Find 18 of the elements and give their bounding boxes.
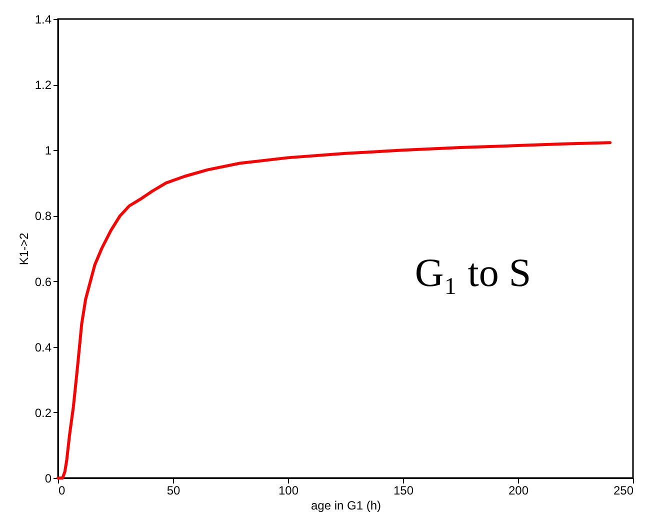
y-tick-label: 0 bbox=[44, 472, 52, 486]
x-tick-label: 50 bbox=[166, 484, 180, 498]
y-tick-label: 1.4 bbox=[34, 12, 52, 26]
x-tick-label: 250 bbox=[613, 484, 634, 498]
y-tick-label: 1.2 bbox=[34, 78, 52, 92]
line-series bbox=[56, 141, 612, 480]
x-tick-label: 200 bbox=[508, 484, 529, 498]
annotation: G₁ to S bbox=[414, 250, 532, 295]
y-axis-title: K1->2 bbox=[16, 232, 31, 266]
y-tick-label: 0.4 bbox=[34, 340, 52, 354]
x-axis-title: age in G1 (h) bbox=[310, 498, 382, 512]
y-tick-label: 0.6 bbox=[34, 274, 52, 289]
x-tick-label: 100 bbox=[278, 484, 299, 498]
y-tick-label: 0.2 bbox=[34, 406, 52, 420]
y-tick-label: 0.8 bbox=[34, 209, 52, 224]
x-tick-label: 150 bbox=[393, 484, 414, 498]
y-tick-label: 1 bbox=[44, 144, 52, 158]
x-tick-label: 0 bbox=[58, 484, 66, 498]
